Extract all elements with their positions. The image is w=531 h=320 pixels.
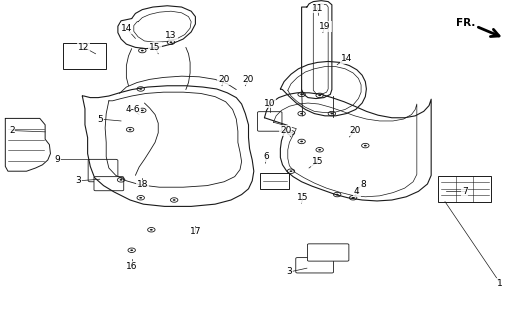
Text: 18: 18: [136, 180, 148, 189]
Text: 2: 2: [9, 126, 14, 135]
FancyBboxPatch shape: [438, 176, 491, 202]
Text: 14: 14: [340, 54, 352, 63]
Text: 5: 5: [97, 115, 102, 124]
Text: 20: 20: [243, 75, 254, 84]
Text: 20: 20: [349, 126, 361, 135]
Circle shape: [139, 197, 142, 199]
Bar: [63, 43, 106, 69]
Text: 13: 13: [165, 31, 177, 40]
Circle shape: [318, 94, 321, 96]
Text: 1: 1: [498, 279, 503, 288]
FancyBboxPatch shape: [258, 112, 282, 131]
Circle shape: [141, 50, 144, 52]
Text: 20: 20: [218, 75, 230, 84]
Text: 11: 11: [312, 4, 323, 12]
Text: 3: 3: [76, 176, 81, 185]
Text: 14: 14: [121, 24, 132, 33]
Circle shape: [150, 229, 153, 231]
Circle shape: [300, 140, 303, 142]
Circle shape: [330, 113, 333, 115]
Circle shape: [173, 199, 176, 201]
Text: 20: 20: [280, 126, 292, 135]
Circle shape: [141, 109, 144, 111]
Text: FR.: FR.: [456, 18, 475, 28]
Text: 9: 9: [55, 155, 60, 164]
Circle shape: [336, 194, 339, 196]
Circle shape: [119, 179, 123, 181]
Text: 17: 17: [190, 228, 201, 236]
Text: 3: 3: [287, 268, 292, 276]
Circle shape: [139, 88, 142, 90]
Circle shape: [300, 113, 303, 115]
Text: 16: 16: [126, 262, 138, 271]
Circle shape: [289, 132, 293, 134]
Circle shape: [300, 93, 303, 95]
FancyBboxPatch shape: [260, 173, 289, 189]
Text: 12: 12: [78, 43, 90, 52]
Text: 4: 4: [354, 187, 359, 196]
Circle shape: [289, 170, 293, 172]
Circle shape: [364, 145, 367, 147]
Circle shape: [129, 129, 132, 131]
Text: 15: 15: [149, 43, 161, 52]
Text: 8: 8: [361, 180, 366, 189]
Text: 4-6: 4-6: [125, 105, 140, 114]
Circle shape: [130, 249, 133, 251]
Circle shape: [318, 149, 321, 151]
FancyBboxPatch shape: [296, 258, 333, 273]
Text: 15: 15: [312, 157, 323, 166]
Circle shape: [169, 41, 173, 43]
Text: 6: 6: [264, 152, 269, 161]
Text: 7: 7: [462, 187, 467, 196]
Text: 15: 15: [297, 193, 309, 202]
FancyBboxPatch shape: [307, 244, 349, 261]
Text: 19: 19: [319, 22, 331, 31]
Circle shape: [352, 197, 355, 199]
FancyBboxPatch shape: [88, 159, 118, 182]
Text: 10: 10: [264, 99, 276, 108]
FancyBboxPatch shape: [94, 177, 124, 191]
